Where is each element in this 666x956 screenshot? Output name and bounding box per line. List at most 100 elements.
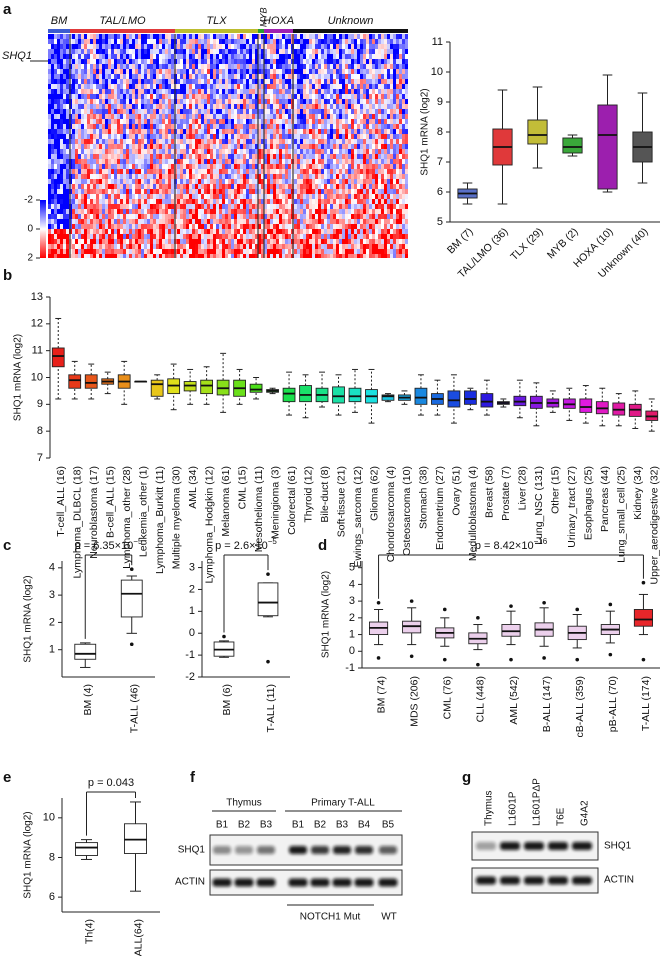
heatmap-cell (156, 129, 159, 134)
heatmap-cell (366, 244, 369, 249)
heatmap-cell (180, 239, 183, 244)
heatmap-cell (240, 194, 243, 199)
heatmap-cell (177, 249, 180, 254)
heatmap-cell (270, 204, 273, 209)
heatmap-cell (51, 39, 54, 44)
heatmap-cell (66, 99, 69, 104)
heatmap-cell (297, 129, 300, 134)
heatmap-cell (294, 209, 297, 214)
heatmap-cell (225, 84, 228, 89)
heatmap-cell (345, 134, 348, 139)
heatmap-cell (267, 219, 270, 224)
heatmap-cell (90, 94, 93, 99)
heatmap-cell (297, 169, 300, 174)
heatmap-cell (213, 169, 216, 174)
heatmap-cell (348, 139, 351, 144)
heatmap-cell (162, 149, 165, 154)
heatmap-cell (147, 54, 150, 59)
heatmap-cell (324, 219, 327, 224)
heatmap-cell (210, 149, 213, 154)
heatmap-cell (297, 159, 300, 164)
heatmap-cell (210, 209, 213, 214)
heatmap-cell (180, 189, 183, 194)
heatmap-cell (165, 34, 168, 39)
heatmap-cell (177, 194, 180, 199)
heatmap-cell (96, 34, 99, 39)
heatmap-cell (210, 184, 213, 189)
heatmap-cell (108, 229, 111, 234)
heatmap-cell (300, 134, 303, 139)
heatmap-cell (315, 174, 318, 179)
heatmap-cell (114, 39, 117, 44)
heatmap-cell (354, 84, 357, 89)
heatmap-cell (111, 164, 114, 169)
heatmap-cell (126, 114, 129, 119)
heatmap-cell (216, 244, 219, 249)
heatmap-cell (261, 59, 264, 64)
heatmap-cell (222, 204, 225, 209)
heatmap-cell (180, 179, 183, 184)
heatmap-cell (252, 159, 255, 164)
heatmap-cell (93, 249, 96, 254)
heatmap-cell (201, 189, 204, 194)
heatmap-cell (51, 124, 54, 129)
heatmap-cell (222, 114, 225, 119)
heatmap-cell (270, 164, 273, 169)
heatmap-cell (270, 194, 273, 199)
heatmap-cell (375, 149, 378, 154)
heatmap-cell (249, 44, 252, 49)
heatmap-cell (195, 249, 198, 254)
heatmap-cell (249, 254, 252, 258)
heatmap-cell (51, 114, 54, 119)
heatmap-cell (372, 119, 375, 124)
heatmap-cell (315, 64, 318, 69)
heatmap-cell (84, 64, 87, 69)
heatmap-cell (105, 244, 108, 249)
heatmap-cell (54, 34, 57, 39)
heatmap-cell (267, 64, 270, 69)
heatmap-cell (306, 199, 309, 204)
heatmap-cell (180, 254, 183, 258)
heatmap-cell (66, 39, 69, 44)
heatmap-cell (171, 234, 174, 239)
heatmap-cell (195, 59, 198, 64)
heatmap-cell (213, 119, 216, 124)
heatmap-cell (102, 219, 105, 224)
heatmap-cell (195, 174, 198, 179)
heatmap-cell (135, 149, 138, 154)
heatmap-cell (300, 74, 303, 79)
heatmap-cell (219, 69, 222, 74)
heatmap-cell (138, 224, 141, 229)
heatmap-cell (303, 104, 306, 109)
heatmap-cell (51, 139, 54, 144)
heatmap-cell (243, 59, 246, 64)
heatmap-cell (312, 109, 315, 114)
heatmap-cell (114, 139, 117, 144)
heatmap-cell (297, 49, 300, 54)
heatmap-cell (165, 249, 168, 254)
heatmap-cell (237, 94, 240, 99)
heatmap-cell (171, 249, 174, 254)
heatmap-cell (147, 104, 150, 109)
heatmap-cell (156, 64, 159, 69)
heatmap-cell (234, 144, 237, 149)
heatmap-cell (345, 84, 348, 89)
heatmap-cell (312, 169, 315, 174)
heatmap-cell (357, 184, 360, 189)
heatmap-cell (126, 74, 129, 79)
heatmap-cell (129, 44, 132, 49)
heatmap-cell (210, 174, 213, 179)
heatmap-cell (282, 199, 285, 204)
heatmap-cell (132, 244, 135, 249)
heatmap-cell (237, 159, 240, 164)
heatmap-cell (60, 224, 63, 229)
heatmap-cell (210, 44, 213, 49)
heatmap-cell (159, 179, 162, 184)
heatmap-cell (318, 84, 321, 89)
heatmap-cell (63, 74, 66, 79)
heatmap-cell (213, 229, 216, 234)
heatmap-cell (147, 59, 150, 64)
heatmap-cell (348, 59, 351, 64)
heatmap-cell (132, 164, 135, 169)
heatmap-cell (327, 109, 330, 114)
